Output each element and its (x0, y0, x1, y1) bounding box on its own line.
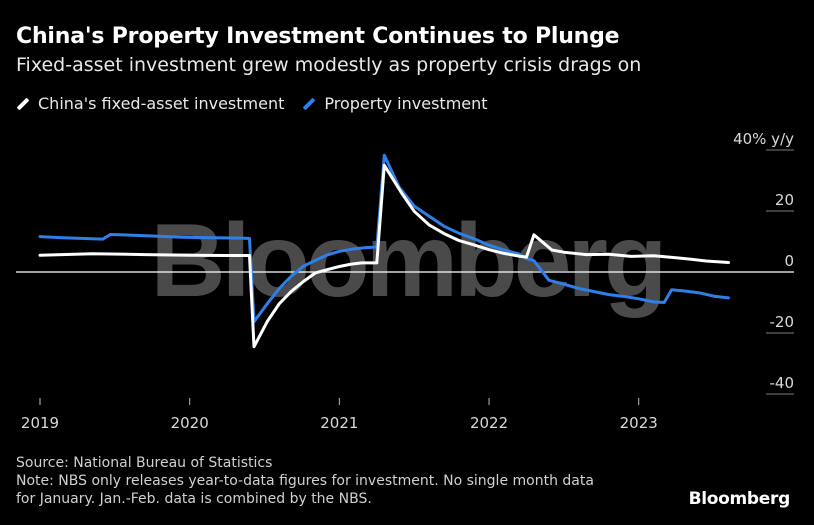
chart-title: China's Property Investment Continues to… (16, 24, 620, 49)
footnotes: Source: National Bureau of Statistics No… (16, 454, 594, 508)
series-line-fixed-asset (38, 163, 730, 349)
x-tick-label: 2020 (171, 414, 209, 432)
series-lines (38, 153, 730, 349)
y-tick-label: 20 (775, 191, 794, 209)
y-tick-label: 40% y/y (733, 130, 794, 148)
legend-item-fixed-asset: China's fixed-asset investment (16, 94, 284, 113)
grid-lines (16, 149, 794, 395)
x-tick-label: 2023 (620, 414, 658, 432)
legend-item-property: Property investment (302, 94, 488, 113)
bloomberg-watermark: Bloomberg (151, 203, 664, 319)
y-tick-label: 0 (784, 252, 794, 270)
note-line-1: Note: NBS only releases year-to-data fig… (16, 473, 594, 489)
legend: China's fixed-asset investment Property … (16, 94, 506, 113)
y-tick-label: -40 (770, 374, 795, 392)
chart-subtitle: Fixed-asset investment grew modestly as … (16, 54, 642, 76)
x-axis: 2019 2020 2021 2022 2023 (21, 398, 658, 432)
x-tick-label: 2022 (470, 414, 508, 432)
bloomberg-logo: Bloomberg (688, 489, 791, 509)
x-tick-label: 2019 (21, 414, 59, 432)
series-line-property (38, 153, 730, 324)
y-tick-label: -20 (770, 313, 795, 331)
legend-label-property: Property investment (324, 94, 488, 113)
y-axis: 40% y/y 20 0 -20 -40 (733, 130, 794, 392)
legend-label-fixed-asset: China's fixed-asset investment (38, 94, 285, 113)
note-line-2: for January. Jan.-Feb. data is combined … (16, 491, 372, 507)
source-note: Source: National Bureau of Statistics (16, 455, 273, 471)
x-tick-label: 2021 (320, 414, 358, 432)
